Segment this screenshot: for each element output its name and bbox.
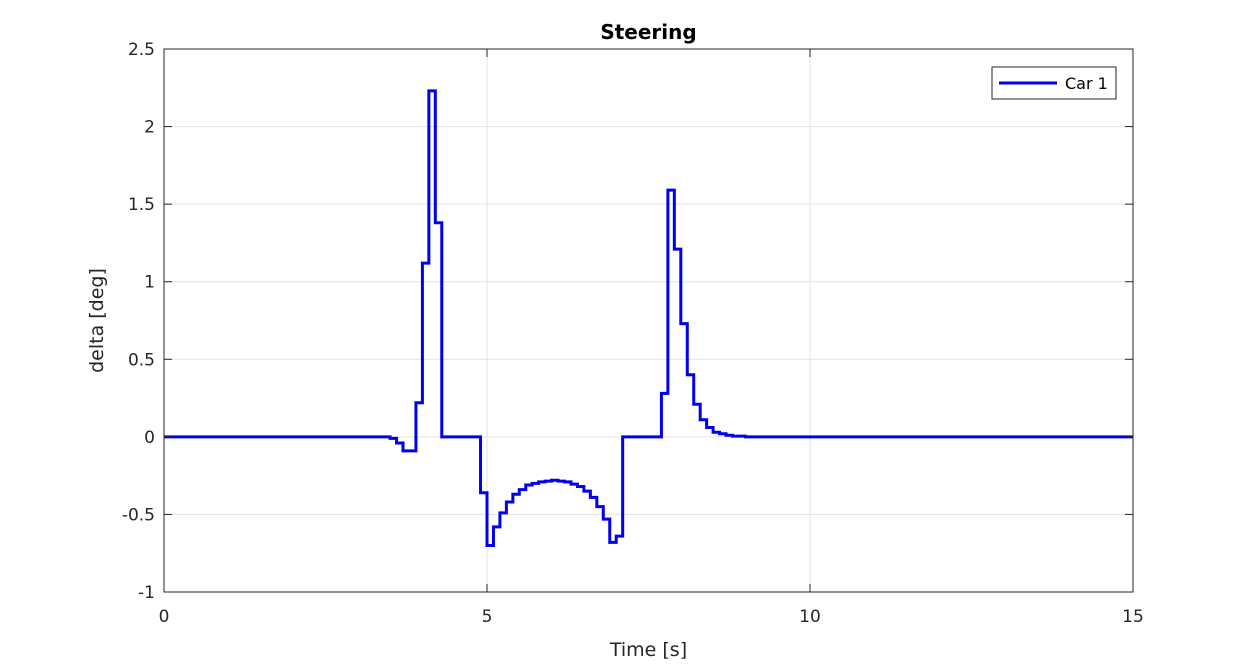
y-tick-label: 2 <box>144 118 155 138</box>
y-tick-label: 1 <box>144 273 155 293</box>
y-tick-label: 0 <box>144 428 155 448</box>
legend-label-car-1: Car 1 <box>1065 74 1108 93</box>
y-axis-title: delta [deg] <box>86 268 108 373</box>
y-tick-label: 1.5 <box>128 195 155 215</box>
chart-title: Steering <box>600 20 696 44</box>
y-tick-label: 0.5 <box>128 350 155 370</box>
series-line-car-1 <box>164 89 1133 547</box>
plot-background <box>164 49 1133 592</box>
x-tick-label: 10 <box>799 607 821 627</box>
legend: Car 1 <box>991 66 1117 100</box>
y-tick-label: -1 <box>138 583 155 603</box>
x-tick-label: 0 <box>159 607 170 627</box>
ticks: 0 5 10 15 -1 -0.5 0 0.5 1 1.5 2 2.5 <box>122 40 1144 627</box>
x-tick-label: 5 <box>482 607 493 627</box>
y-tick-label: 2.5 <box>128 40 155 60</box>
x-axis-title: Time [s] <box>609 639 687 661</box>
series-layer <box>164 89 1133 547</box>
plot-frame <box>163 48 1134 593</box>
y-tick-label: -0.5 <box>122 505 155 525</box>
x-tick-label: 15 <box>1122 607 1144 627</box>
